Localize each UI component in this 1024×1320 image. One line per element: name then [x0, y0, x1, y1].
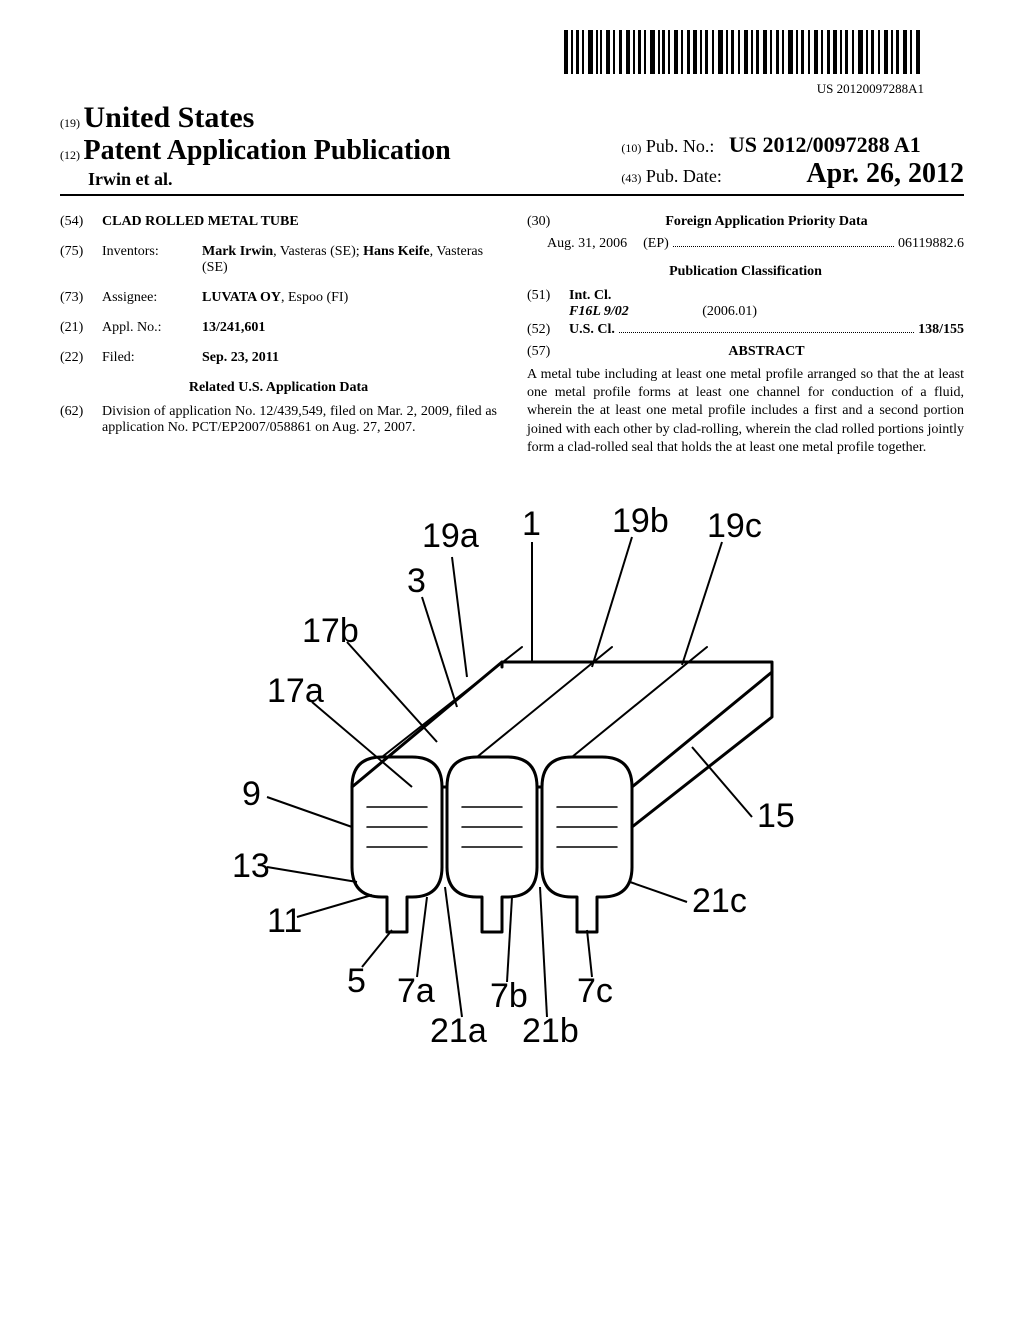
fig-label-7c: 7c — [577, 972, 613, 1010]
inventor-1-name: Mark Irwin — [202, 244, 273, 259]
fig-label-21b: 21b — [522, 1012, 579, 1047]
appl-code: (21) — [60, 320, 102, 336]
fig-label-21c: 21c — [692, 882, 747, 920]
fig-label-13: 13 — [232, 847, 270, 885]
inventors-short: Irwin et al. — [88, 169, 451, 190]
pub-prefix: (12) — [60, 148, 80, 162]
foreign-date: Aug. 31, 2006 — [547, 236, 627, 252]
pubno-label: Pub. No.: — [646, 136, 715, 156]
fig-label-7b: 7b — [490, 977, 528, 1015]
foreign-code: (30) — [527, 214, 569, 230]
pub-title: Patent Application Publication — [84, 135, 451, 166]
assignee-name: LUVATA OY — [202, 290, 281, 305]
barcode — [564, 30, 924, 79]
bibliographic-data: (54) CLAD ROLLED METAL TUBE (75) Invento… — [60, 214, 964, 457]
filed-code: (22) — [60, 350, 102, 366]
abstract-code: (57) — [527, 344, 569, 360]
foreign-country: (EP) — [643, 236, 669, 252]
barcode-text: US 20120097288A1 — [60, 81, 924, 97]
fig-label-19c: 19c — [707, 507, 762, 545]
dots — [619, 322, 914, 333]
inventor-1-loc: , Vasteras (SE); — [273, 244, 363, 259]
fig-label-3: 3 — [407, 562, 426, 600]
abstract-label: ABSTRACT — [569, 344, 964, 360]
fig-label-17a: 17a — [267, 672, 324, 710]
intcl-code: (51) — [527, 288, 569, 320]
fig-label-19b: 19b — [612, 502, 669, 540]
title-code: (54) — [60, 214, 102, 230]
filed-value: Sep. 23, 2011 — [202, 350, 497, 366]
intcl-date: (2006.01) — [702, 304, 757, 319]
fig-label-1: 1 — [522, 505, 541, 543]
fig-label-17b: 17b — [302, 612, 359, 650]
barcode-svg — [564, 30, 924, 74]
fig-label-21a: 21a — [430, 1012, 487, 1047]
appl-value: 13/241,601 — [202, 320, 497, 336]
fig-label-15: 15 — [757, 797, 795, 835]
intcl-class: F16L 9/02 — [569, 304, 629, 319]
assignee-loc: , Espoo (FI) — [281, 290, 348, 305]
appl-label: Appl. No.: — [102, 320, 202, 336]
foreign-num: 06119882.6 — [898, 236, 964, 252]
assignee-value: LUVATA OY, Espoo (FI) — [202, 290, 497, 306]
fig-label-19a: 19a — [422, 517, 479, 555]
inventors-label: Inventors: — [102, 244, 202, 276]
right-column: (30) Foreign Application Priority Data A… — [527, 214, 964, 457]
pubclass-heading: Publication Classification — [527, 264, 964, 280]
pubdate-label: Pub. Date: — [646, 166, 722, 186]
inventor-2-name: Hans Keife — [363, 244, 430, 259]
country: United States — [84, 101, 255, 134]
inventors-value: Mark Irwin, Vasteras (SE); Hans Keife, V… — [202, 244, 497, 276]
inventors-code: (75) — [60, 244, 102, 276]
left-column: (54) CLAD ROLLED METAL TUBE (75) Invento… — [60, 214, 497, 457]
pubdate: Apr. 26, 2012 — [806, 158, 964, 189]
uscl-value: 138/155 — [918, 322, 964, 338]
country-prefix: (19) — [60, 116, 80, 130]
fig-label-5: 5 — [347, 962, 366, 1000]
invention-title: CLAD ROLLED METAL TUBE — [102, 214, 497, 230]
pubno-prefix: (10) — [621, 141, 641, 155]
abstract-text: A metal tube including at least one meta… — [527, 366, 964, 457]
pubdate-prefix: (43) — [621, 171, 641, 185]
assignee-label: Assignee: — [102, 290, 202, 306]
fig-label-9: 9 — [242, 775, 261, 813]
filed-label: Filed: — [102, 350, 202, 366]
division-text: Division of application No. 12/439,549, … — [102, 404, 497, 436]
header: (19) United States (12) Patent Applicati… — [60, 101, 964, 196]
fig-label-7a: 7a — [397, 972, 435, 1010]
foreign-heading: Foreign Application Priority Data — [569, 214, 964, 230]
fig-label-11: 11 — [267, 902, 302, 940]
uscl-label: U.S. Cl. — [569, 322, 615, 338]
figure-svg: 19a 1 19b 19c 3 17b 17a 9 13 11 5 7a 7b … — [212, 487, 812, 1047]
uscl-code: (52) — [527, 322, 569, 338]
pubno: US 2012/0097288 A1 — [729, 132, 921, 157]
intcl-label: Int. Cl. — [569, 288, 964, 304]
barcode-area: US 20120097288A1 — [60, 30, 964, 97]
assignee-code: (73) — [60, 290, 102, 306]
figure: 19a 1 19b 19c 3 17b 17a 9 13 11 5 7a 7b … — [60, 487, 964, 1052]
dots — [673, 236, 894, 247]
related-heading: Related U.S. Application Data — [60, 380, 497, 396]
division-code: (62) — [60, 404, 102, 436]
